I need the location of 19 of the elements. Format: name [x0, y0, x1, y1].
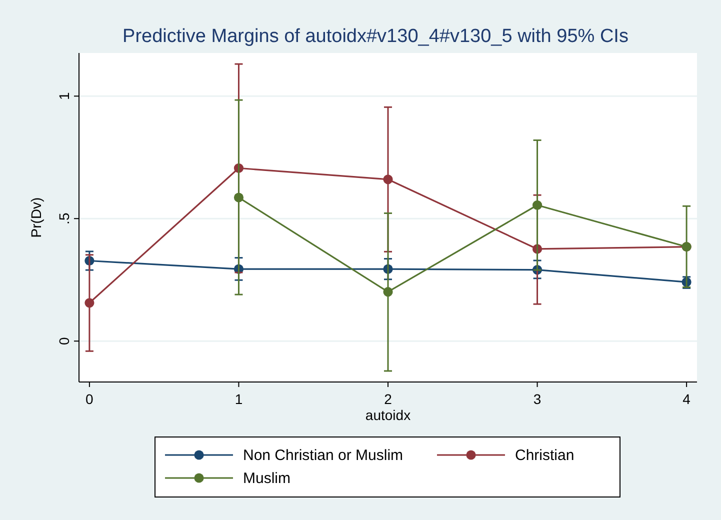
point: [532, 200, 542, 210]
y-tick-label: .5: [56, 212, 72, 224]
x-tick-label: 4: [682, 391, 691, 407]
x-tick-label: 2: [384, 391, 392, 407]
legend-label: Non Christian or Muslim: [243, 447, 404, 464]
legend-label: Muslim: [243, 470, 290, 487]
x-tick-label: 3: [533, 391, 542, 407]
point: [383, 174, 393, 184]
y-axis-title: Pr(Dv): [28, 197, 44, 238]
legend-label: Christian: [515, 447, 574, 464]
x-tick-label: 0: [86, 391, 94, 407]
x-tick-label: 1: [234, 391, 243, 407]
point: [84, 298, 94, 308]
point: [383, 287, 393, 297]
y-tick-label: 1: [56, 92, 72, 100]
point: [234, 192, 244, 202]
x-axis-title: autoidx: [365, 407, 411, 423]
chart-title: Predictive Margins of autoidx#v130_4#v130_5 with 95% CIs: [122, 26, 628, 47]
y-tick-label: 0: [56, 336, 72, 345]
